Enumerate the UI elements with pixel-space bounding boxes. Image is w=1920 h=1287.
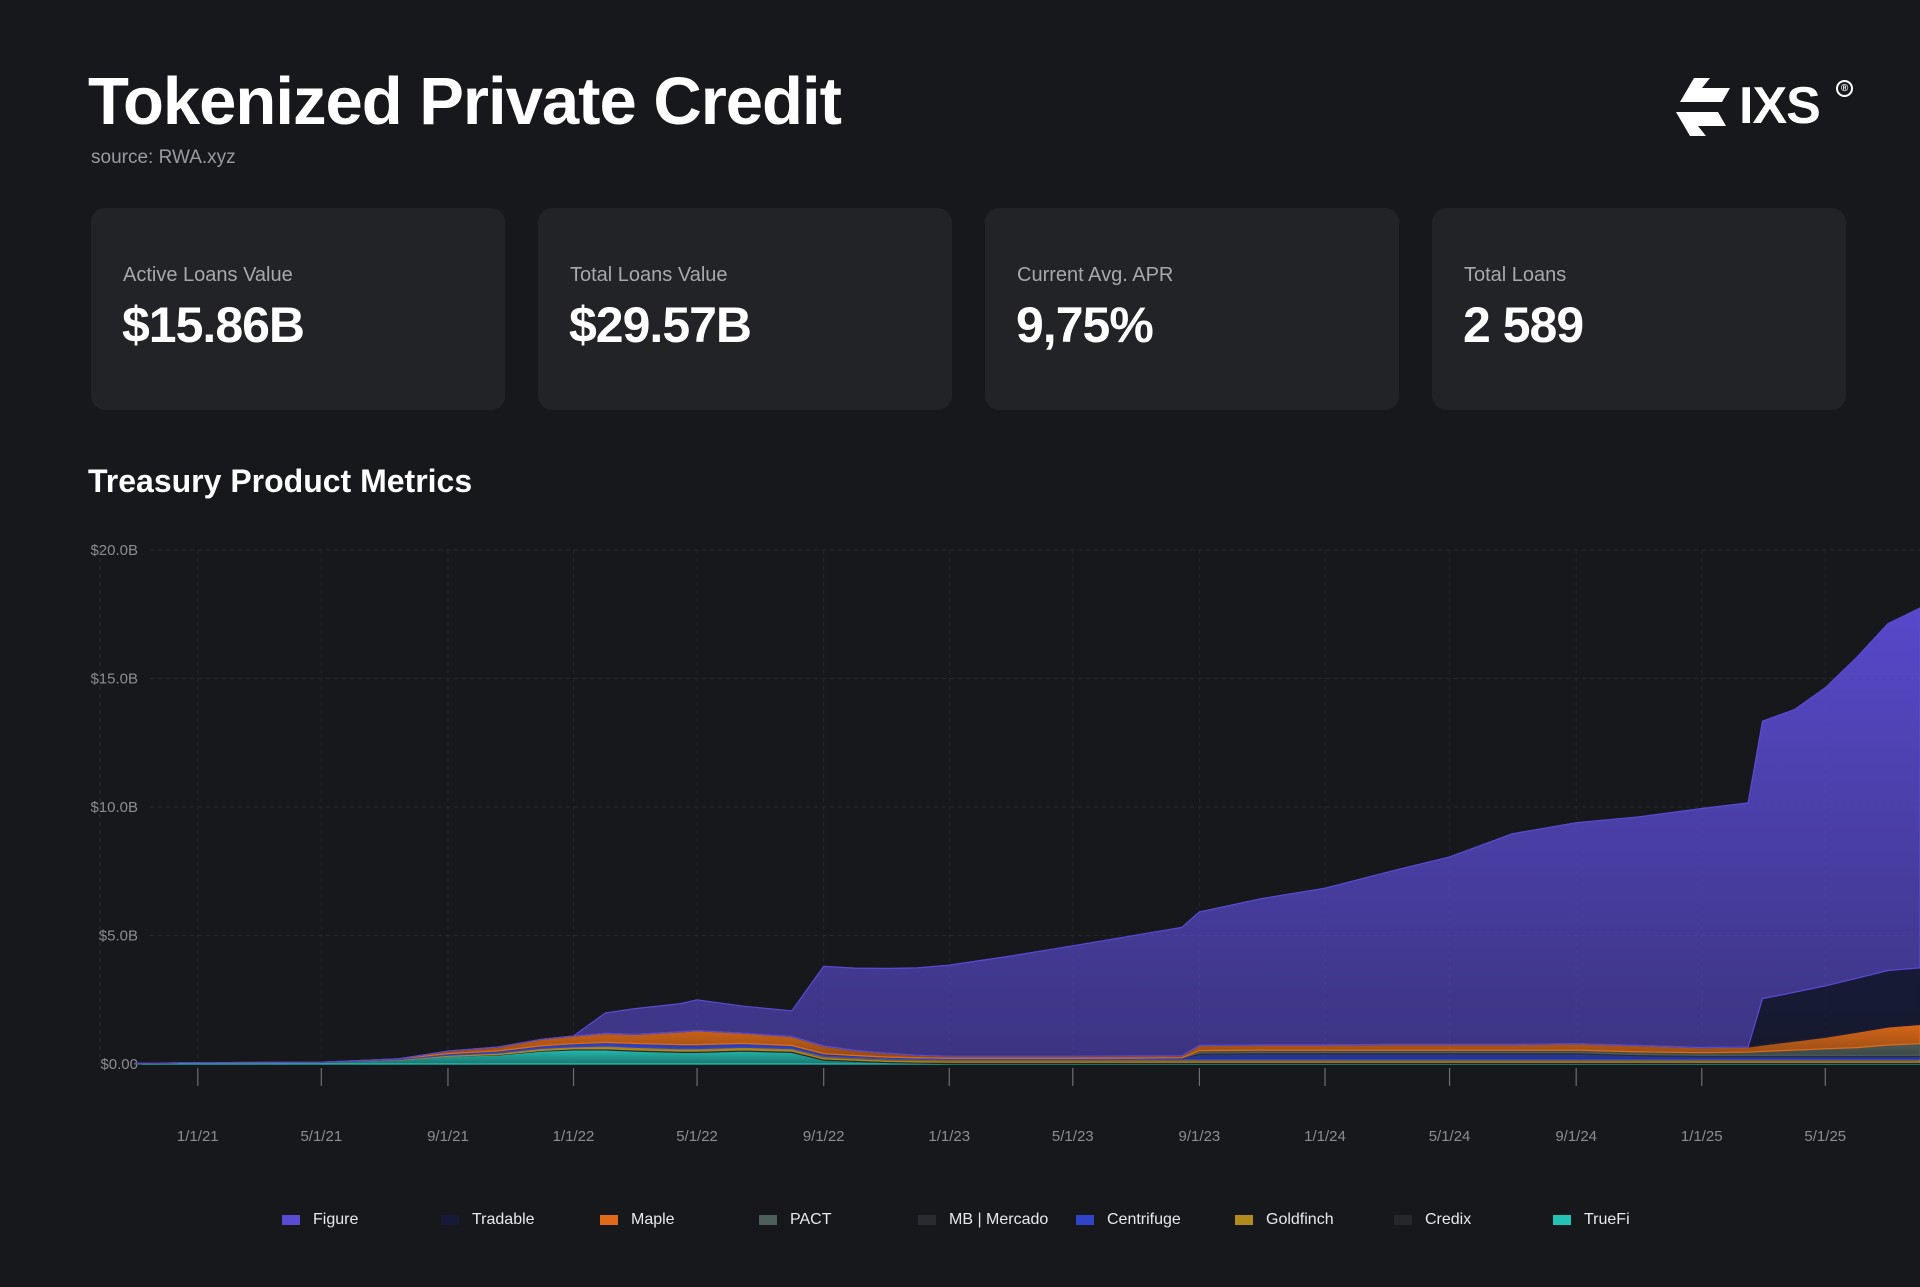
legend-label: Figure [313, 1211, 359, 1228]
chart-title: Treasury Product Metrics [88, 463, 473, 499]
card-value: $29.57B [569, 297, 752, 353]
ixs-mark-icon [1676, 78, 1730, 136]
x-tick-label: 9/1/21 [427, 1128, 469, 1145]
chart-legend: Figure Tradable Maple PACT MB | Mercado Centr… [0, 1205, 1920, 1235]
card-label: Total Loans [1464, 264, 1567, 286]
x-tick-label: 5/1/21 [300, 1128, 342, 1145]
legend-swatch [759, 1215, 777, 1225]
legend-swatch [1076, 1215, 1094, 1225]
legend-swatch [1394, 1215, 1412, 1225]
legend-item: TrueFi [1553, 1205, 1630, 1235]
legend-label: Credix [1425, 1211, 1472, 1228]
x-tick-label: 1/1/24 [1304, 1128, 1346, 1145]
y-tick-label: $20.0B [90, 542, 138, 559]
legend-item: Maple [600, 1205, 675, 1235]
legend-item: Tradable [441, 1205, 535, 1235]
legend-label: Maple [631, 1211, 675, 1228]
legend-label: PACT [790, 1211, 832, 1228]
legend-item: MB | Mercado [918, 1205, 1048, 1235]
page-title: Tokenized Private Credit [88, 64, 842, 139]
x-tick-label: 1/1/25 [1681, 1128, 1723, 1145]
legend-label: MB | Mercado [949, 1211, 1049, 1228]
area-series-figure [134, 607, 1920, 1065]
y-tick-label: $10.0B [90, 799, 138, 816]
x-tick-label: 5/1/25 [1804, 1128, 1846, 1145]
card-label: Active Loans Value [123, 264, 293, 286]
card-total-loans: Total Loans 2 589 [1432, 208, 1846, 410]
legend-swatch [282, 1215, 300, 1225]
card-value: 2 589 [1463, 297, 1584, 353]
legend-swatch [600, 1215, 618, 1225]
legend-item: Centrifuge [1076, 1205, 1181, 1235]
card-total-loans-value: Total Loans Value $29.57B [538, 208, 952, 410]
y-tick-label: $0.00 [100, 1056, 138, 1073]
logo-text: IXS [1739, 77, 1821, 135]
x-tick-label: 9/1/22 [803, 1128, 845, 1145]
card-active-loans: Active Loans Value $15.86B [91, 208, 505, 410]
x-tick-label: 5/1/23 [1052, 1128, 1094, 1145]
stacked-area-chart: $0.00 $5.0B $10.0B $15.0B $20.0B 1/1/21 5/1/21… [90, 542, 1920, 1145]
y-tick-label: $5.0B [99, 928, 138, 945]
x-tick-label: 1/1/23 [928, 1128, 970, 1145]
legend-swatch [1235, 1215, 1253, 1225]
x-tick-label: 5/1/24 [1429, 1128, 1471, 1145]
y-tick-label: $15.0B [90, 671, 138, 688]
legend-item: Figure [282, 1205, 358, 1235]
legend-label: TrueFi [1584, 1211, 1630, 1228]
legend-label: Tradable [472, 1211, 535, 1228]
ixs-logo: IXS ® [1672, 74, 1853, 138]
x-tick-label: 9/1/23 [1179, 1128, 1221, 1145]
x-tick-label: 1/1/22 [553, 1128, 595, 1145]
legend-item: PACT [759, 1205, 831, 1235]
legend-label: Goldfinch [1266, 1211, 1334, 1228]
x-tick-label: 1/1/21 [177, 1128, 219, 1145]
metric-cards: Active Loans Value $15.86B Total Loans V… [91, 208, 1847, 410]
card-label: Total Loans Value [570, 264, 728, 286]
card-value: $15.86B [122, 297, 305, 353]
legend-swatch [441, 1215, 459, 1225]
card-label: Current Avg. APR [1017, 264, 1174, 286]
registered-mark: ® [1836, 80, 1853, 97]
x-tick-label: 5/1/22 [676, 1128, 718, 1145]
legend-item: Credix [1394, 1205, 1471, 1235]
legend-swatch [918, 1215, 936, 1225]
x-tick-label: 9/1/24 [1555, 1128, 1597, 1145]
card-avg-apr: Current Avg. APR 9,75% [985, 208, 1399, 410]
card-value: 9,75% [1016, 297, 1154, 353]
legend-swatch [1553, 1215, 1571, 1225]
legend-label: Centrifuge [1107, 1211, 1181, 1228]
source-note: source: RWA.xyz [91, 147, 236, 168]
legend-item: Goldfinch [1235, 1205, 1334, 1235]
